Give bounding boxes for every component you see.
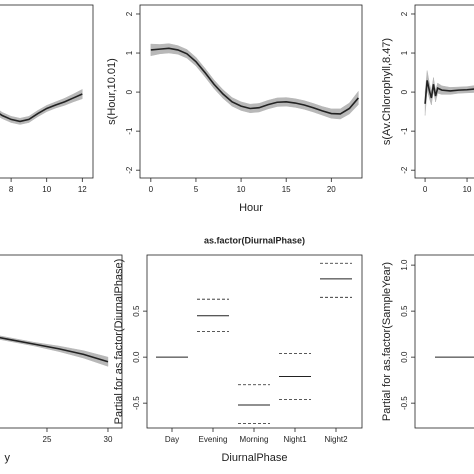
x-tick-label: Night1 <box>283 435 307 444</box>
y-tick-label: 0.5 <box>400 305 409 317</box>
x-tick-label: 0 <box>149 185 154 194</box>
x-tick-label: 10 <box>42 185 51 194</box>
y-tick-label: -0.5 <box>400 396 409 410</box>
y-tick-label: -1 <box>400 127 409 135</box>
y-tick-label: 1.0 <box>400 259 409 271</box>
smooth-line <box>0 93 83 123</box>
x-tick-label: Night2 <box>324 435 348 444</box>
y-tick-label: 0 <box>400 89 409 94</box>
y-axis-label: Partial for as.factor(SampleYear) <box>381 262 393 421</box>
x-tick-label: 8 <box>9 185 14 194</box>
panel: -0.5 0.0 0.5 1.0 Partial for as.factor(Sampl… <box>381 254 474 429</box>
y-tick-label: 2 <box>125 11 134 16</box>
y-axis-label: s(Hour,10.01) <box>106 58 118 125</box>
panel: -2 -1 0 1 2 s(Hour,10.01) Hour 0 5 10 15 20 <box>106 4 363 214</box>
x-axis-label: y <box>5 452 11 464</box>
x-axis-label: Hour <box>239 202 263 214</box>
x-tick-label: Morning <box>240 435 269 444</box>
y-tick-label: -1 <box>125 127 134 135</box>
y-tick-label: 1 <box>125 50 134 55</box>
plot-frame <box>414 254 474 429</box>
plot-frame <box>139 4 363 179</box>
plot-frame <box>0 4 94 179</box>
smooth-line <box>0 336 109 363</box>
y-tick-label: 0.5 <box>132 305 141 317</box>
y-tick-label: 0 <box>125 89 134 94</box>
x-tick-label: 10 <box>463 185 472 194</box>
panel-title: as.factor(DiurnalPhase) <box>204 235 305 245</box>
panel: 8 10 12 <box>0 4 94 194</box>
y-tick-label: 2 <box>400 11 409 16</box>
y-tick-label: 0.0 <box>132 351 141 363</box>
y-tick-label: 0.0 <box>400 351 409 363</box>
confidence-band <box>0 110 3 120</box>
y-axis-label: Partial for as.factor(DiurnalPhase) <box>113 259 125 425</box>
smooth-line <box>424 80 474 104</box>
y-tick-label: -0.5 <box>132 396 141 410</box>
x-tick-label: 20 <box>327 185 336 194</box>
smooth-line <box>150 47 359 115</box>
x-tick-label: 10 <box>237 185 246 194</box>
x-axis-label: DiurnalPhase <box>221 452 287 464</box>
plot-frame <box>414 4 474 179</box>
plot-frame <box>0 254 123 429</box>
x-tick-label: Evening <box>199 435 228 444</box>
x-tick-label: 30 <box>104 435 113 444</box>
x-tick-label: 12 <box>78 185 87 194</box>
panel: -2 -1 0 1 2 s(Av.Chlorophyll,8.47) 0 10 <box>381 4 474 194</box>
x-tick-label: 0 <box>423 185 428 194</box>
panel: y 25 30 <box>0 254 123 464</box>
y-axis-label: s(Av.Chlorophyll,8.47) <box>381 38 393 145</box>
x-tick-label: 15 <box>282 185 291 194</box>
panel: -0.5 0.0 0.5 Partial for as.factor(DiurnalP… <box>113 235 363 464</box>
plot-frame <box>146 254 363 429</box>
y-tick-label: -2 <box>400 166 409 174</box>
x-tick-label: 5 <box>194 185 199 194</box>
y-tick-label: -2 <box>125 166 134 174</box>
x-tick-label: 25 <box>43 435 52 444</box>
x-tick-label: Day <box>165 435 179 444</box>
y-tick-label: 1 <box>400 50 409 55</box>
